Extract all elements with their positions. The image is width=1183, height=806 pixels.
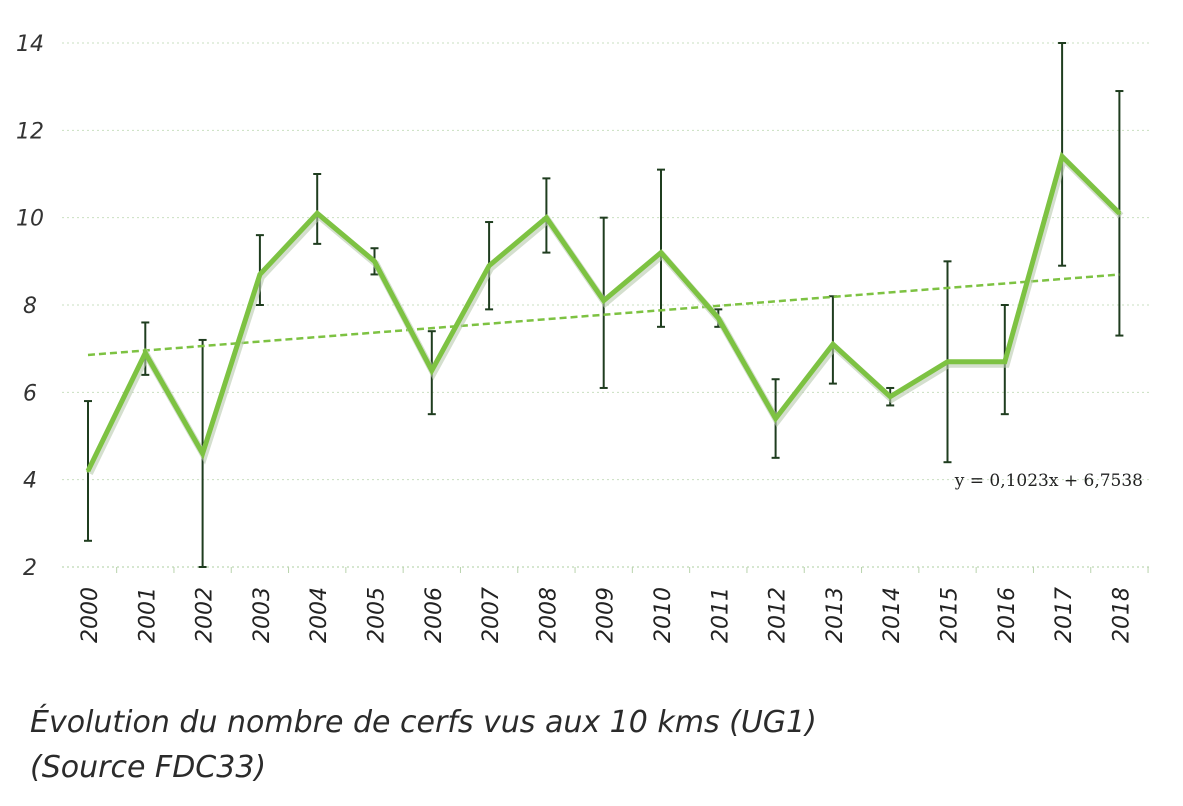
x-tick-label: 2004 — [307, 587, 332, 643]
chart-source: (Source FDC33) — [30, 750, 267, 785]
error-bar — [657, 168, 665, 328]
error-bar — [828, 295, 837, 385]
x-tick-label: 2007 — [479, 587, 504, 643]
y-tick-label: 6 — [23, 381, 37, 406]
data-point — [716, 316, 720, 320]
data-point — [831, 342, 835, 346]
data-point — [373, 259, 376, 263]
x-tick-label: 2018 — [1109, 587, 1134, 643]
y-tick-label: 2 — [23, 556, 37, 581]
labels: 2 4 6 8 10 12 14 2000 2001 2002 2003 2004 2005 2006 20… — [16, 32, 1143, 643]
x-tick-label: 2011 — [708, 587, 733, 643]
x-tick-label: 2013 — [823, 587, 848, 643]
trendline — [87, 273, 1120, 357]
data-point — [487, 264, 491, 268]
x-tick-label: 2005 — [365, 587, 390, 643]
data-point — [143, 351, 147, 355]
data-point — [544, 216, 548, 220]
data-point — [659, 251, 663, 255]
data-point — [1003, 360, 1007, 364]
y-tick-label: 4 — [23, 469, 37, 494]
data-point — [86, 469, 90, 473]
y-tick-label: 8 — [23, 294, 37, 319]
y-tick-label: 12 — [16, 119, 44, 144]
data-point — [888, 395, 892, 399]
x-tick-label: 2015 — [938, 587, 963, 643]
trendline-equation: y = 0,1023x + 6,7538 — [954, 471, 1143, 491]
data-point — [258, 272, 262, 276]
x-tick-label: 2000 — [78, 587, 103, 643]
x-tick-label: 2012 — [766, 587, 791, 643]
data-point — [201, 451, 205, 455]
x-tick-label: 2003 — [250, 587, 275, 643]
x-tick-label: 2001 — [135, 587, 160, 643]
x-tick-label: 2017 — [1052, 587, 1077, 643]
x-tick-label: 2010 — [651, 587, 676, 643]
error-bar — [255, 234, 264, 306]
y-tick-label: 14 — [16, 32, 44, 57]
error-bar — [313, 173, 322, 245]
axes — [62, 566, 1150, 573]
gridlines — [62, 42, 1150, 481]
trendline-path — [87, 273, 1120, 357]
x-tick-label: 2016 — [995, 587, 1020, 643]
series — [85, 151, 1124, 475]
data-point — [774, 417, 778, 421]
x-tick-label: 2014 — [880, 587, 905, 643]
data-point — [1117, 211, 1121, 215]
x-tick-label: 2002 — [193, 587, 218, 643]
x-tick-label: 2009 — [594, 587, 619, 643]
data-point — [602, 299, 606, 303]
data-point — [430, 369, 434, 372]
x-tick-label: 2008 — [536, 587, 561, 643]
y-tick-label: 10 — [16, 207, 44, 232]
data-point — [1060, 155, 1064, 159]
chart-caption: Évolution du nombre de cerfs vus aux 10 … — [30, 705, 817, 740]
data-point — [946, 360, 949, 364]
data-point — [315, 211, 319, 215]
x-tick-label: 2006 — [422, 587, 447, 643]
